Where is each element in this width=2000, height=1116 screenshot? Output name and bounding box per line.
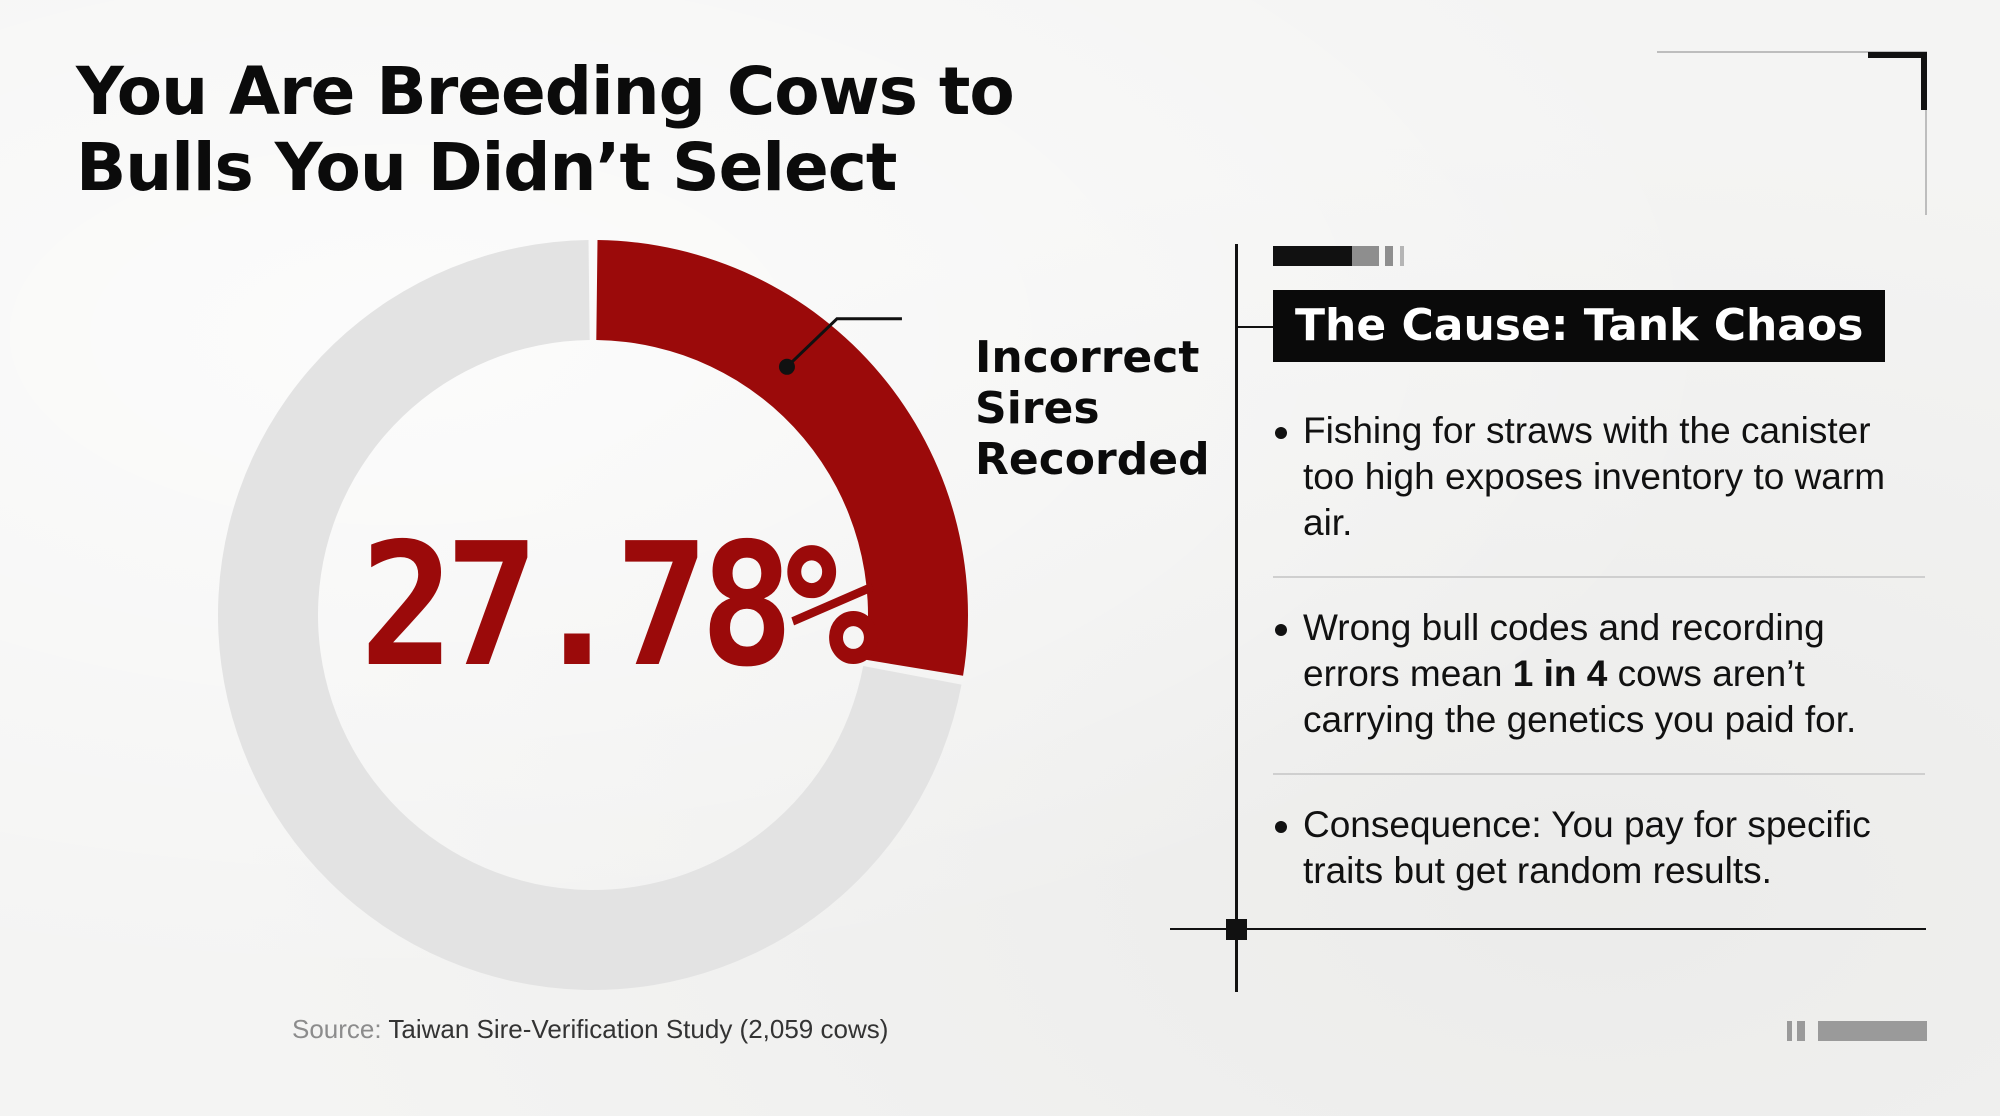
corner-frame-right <box>1925 51 1927 215</box>
donut-slice-incorrect-sires <box>596 240 968 676</box>
bullet-item-3: Consequence: You pay for specific traits… <box>1273 802 1929 894</box>
deco-bar-tick-2 <box>1400 246 1404 266</box>
corner-frame-top <box>1657 51 1927 53</box>
callout-line-2: Sires <box>975 383 1100 434</box>
horizontal-divider <box>1170 928 1926 930</box>
bullet-2-text-end: cows aren’t carrying the genetics you pa… <box>1303 653 1857 740</box>
cause-heading: The Cause: Tank Chaos <box>1273 290 1886 362</box>
bullet-item-1: Fishing for straws with the canister too… <box>1273 408 1929 558</box>
deco-bar-dark <box>1273 246 1352 266</box>
source-note: Source: Taiwan Sire-Verification Study (… <box>292 1014 888 1045</box>
callout-anchor-dot <box>778 358 795 375</box>
bullet-separator-2 <box>1273 773 1925 775</box>
corner-bracket-top <box>1868 52 1927 58</box>
heading-connector <box>1237 326 1273 328</box>
source-text: Taiwan Sire-Verification Study (2,059 co… <box>388 1014 889 1044</box>
slice-callout-label: Incorrect Sires Recorded <box>975 332 1210 485</box>
corner-bracket-side <box>1921 52 1927 110</box>
callout-line-1: Incorrect <box>975 332 1200 383</box>
bullet-item-2: Wrong bull codes and recording errors me… <box>1273 605 1929 755</box>
bullet-2-highlight: 1 in 4 <box>1512 653 1608 694</box>
callout-leader-line <box>785 317 902 368</box>
deco-bar-bottom-tick-2 <box>1797 1021 1805 1041</box>
deco-bar-bottom-tick-1 <box>1787 1021 1792 1041</box>
source-label: Source: <box>292 1014 382 1044</box>
callout-line-3: Recorded <box>975 434 1210 485</box>
title-line-1: You Are Breeding Cows to <box>76 53 1015 130</box>
center-percentage: 27.78% <box>360 507 879 705</box>
page-title: You Are Breeding Cows to Bulls You Didn’… <box>76 53 1015 206</box>
divider-joint-marker <box>1226 919 1247 940</box>
bullet-2-text-start: Wrong bull codes and recording errors me… <box>1303 607 1825 694</box>
vertical-divider <box>1235 244 1238 992</box>
cause-bullet-list: Fishing for straws with the canister too… <box>1273 408 1929 894</box>
bullet-separator-1 <box>1273 576 1925 578</box>
deco-bar-tick-1 <box>1385 246 1393 266</box>
title-line-2: Bulls You Didn’t Select <box>76 129 897 206</box>
deco-bar-grey <box>1352 246 1379 266</box>
deco-bar-bottom-grey <box>1818 1021 1927 1041</box>
